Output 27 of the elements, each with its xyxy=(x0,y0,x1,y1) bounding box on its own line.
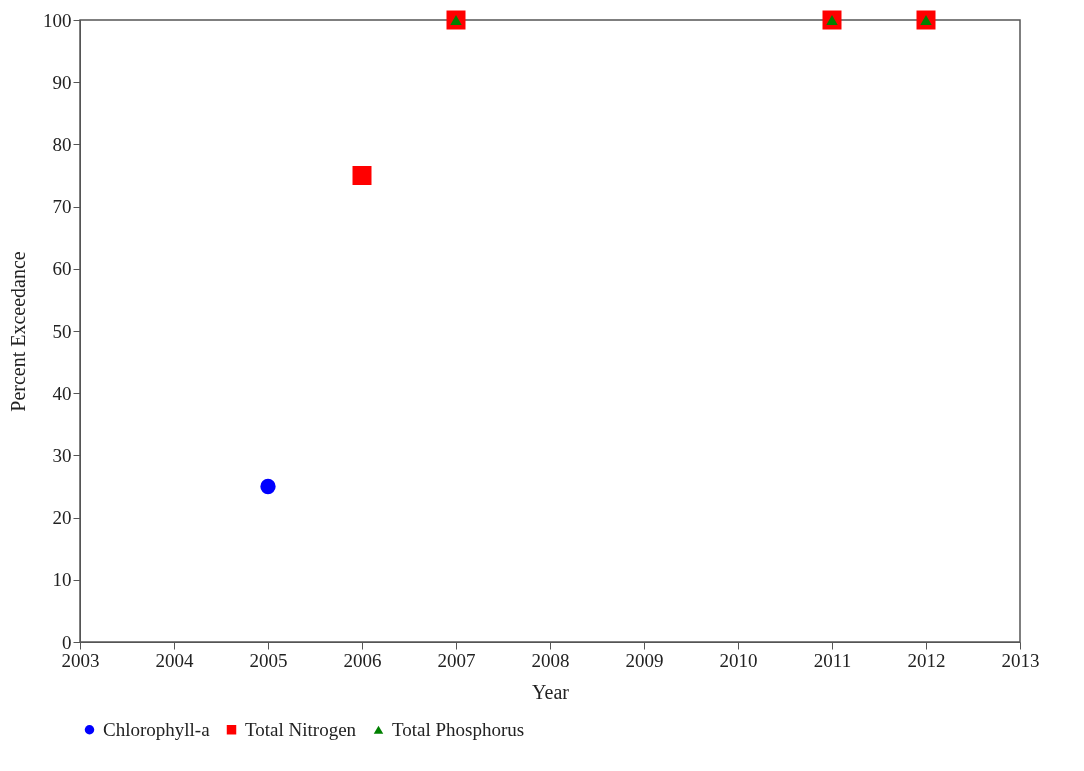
x-tick-label: 2007 xyxy=(437,649,476,671)
y-tick-label: 40 xyxy=(52,382,72,404)
y-tick-label: 90 xyxy=(52,71,72,93)
x-tick-label: 2012 xyxy=(907,649,946,671)
y-tick-label: 80 xyxy=(52,133,72,155)
y-tick-label: 100 xyxy=(43,9,72,31)
x-tick-label: 2011 xyxy=(813,649,852,671)
y-tick-label: 70 xyxy=(52,196,72,218)
legend-label: Total Nitrogen xyxy=(245,718,357,740)
y-tick-label: 30 xyxy=(52,444,72,466)
x-tick-label: 2008 xyxy=(531,649,570,671)
legend-label: Total Phosphorus xyxy=(392,718,525,740)
y-tick-label: 10 xyxy=(52,569,72,591)
x-tick-label: 2010 xyxy=(719,649,758,671)
y-tick-label: 60 xyxy=(52,258,72,280)
y-tick-label: 50 xyxy=(52,320,72,342)
legend-label: Chlorophyll-a xyxy=(103,718,211,740)
point xyxy=(260,478,276,495)
x-tick-label: 2013 xyxy=(1001,649,1040,671)
y-axis-title: Percent Exceedance xyxy=(7,251,29,412)
x-tick-label: 2005 xyxy=(249,649,288,671)
point xyxy=(352,166,372,185)
y-tick-label: 20 xyxy=(52,507,72,529)
x-axis-title: Year xyxy=(532,680,570,703)
x-tick-label: 2006 xyxy=(343,649,382,671)
x-tick-label: 2009 xyxy=(625,649,664,671)
x-tick-label: 2004 xyxy=(155,649,194,671)
